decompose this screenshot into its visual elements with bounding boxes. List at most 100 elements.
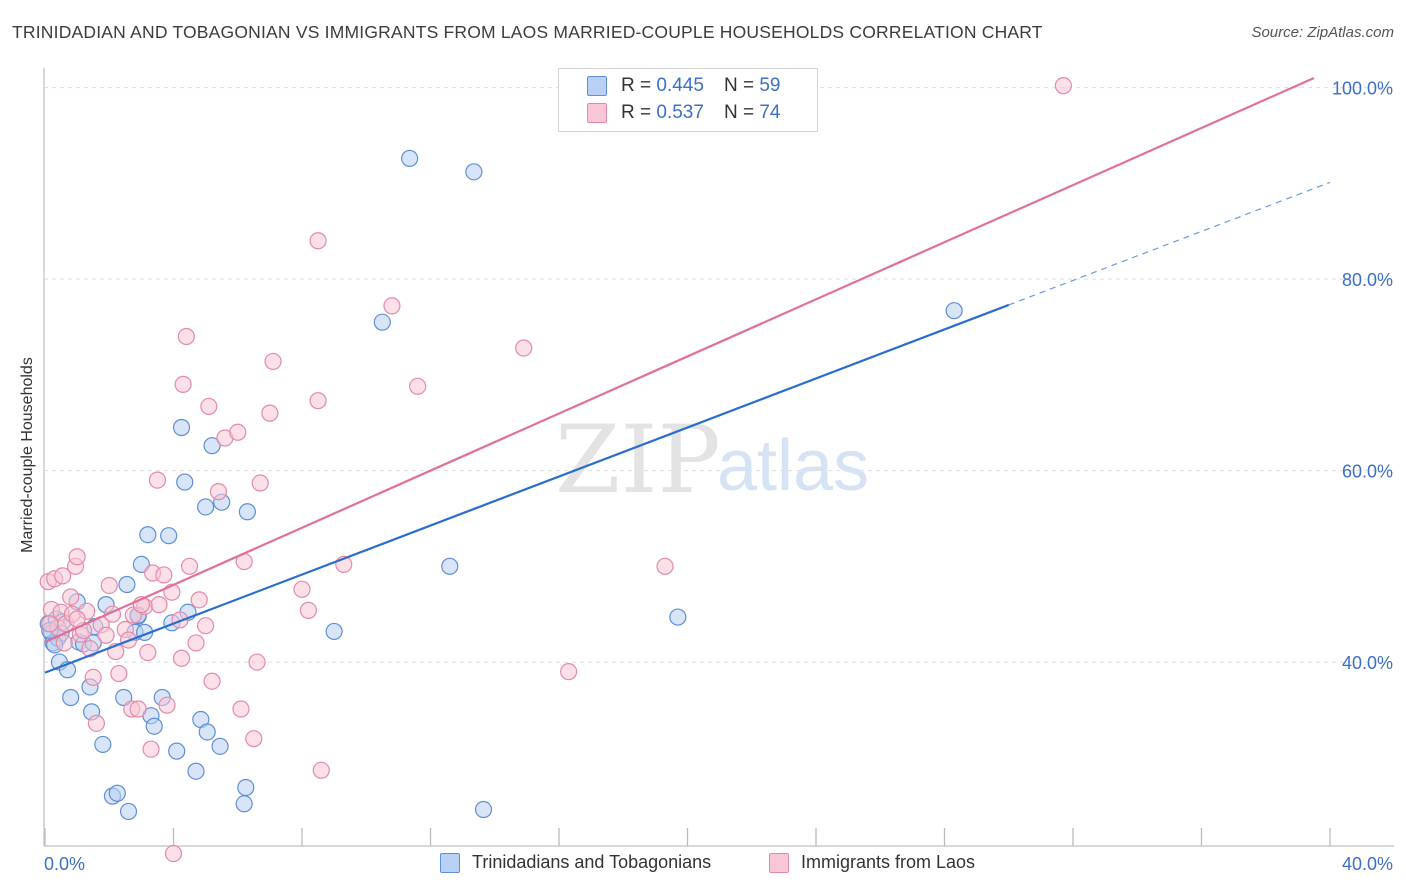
point-laos — [155, 566, 173, 584]
point-laos — [84, 668, 102, 686]
legend-item-laos[interactable]: Immigrants from Laos — [769, 852, 975, 873]
point-laos — [656, 557, 674, 575]
point-trinidadians — [669, 608, 687, 626]
point-trinidadians — [118, 575, 136, 594]
point-trinidadians — [401, 149, 419, 168]
y-tick-label: 40.0% — [1342, 653, 1393, 673]
point-laos — [251, 474, 269, 492]
legend-swatch-blue — [587, 76, 607, 96]
legend-n-label: N = — [723, 102, 755, 123]
point-laos — [245, 730, 263, 748]
point-trinidadians — [119, 802, 138, 821]
point-laos — [293, 580, 311, 598]
point-laos — [261, 404, 279, 422]
point-laos — [177, 327, 195, 346]
point-laos — [148, 471, 167, 489]
point-laos — [299, 601, 318, 619]
point-laos — [110, 664, 128, 683]
point-trinidadians — [172, 418, 191, 437]
point-laos — [187, 634, 205, 652]
point-laos — [150, 596, 168, 614]
stats-legend: R = 0.445 N = 59 R = 0.537 N = 74 — [558, 68, 818, 132]
tick-labels: 40.0% 60.0% 80.0% 100.0% 0.0% 40.0% — [44, 79, 1393, 874]
legend-n-value: 74 — [759, 102, 781, 123]
legend-n-value: 59 — [759, 75, 781, 96]
point-laos — [174, 375, 192, 393]
point-laos — [515, 339, 533, 357]
watermark-zip: ZIP — [555, 406, 721, 515]
point-laos — [409, 377, 427, 395]
legend-row-trinidadians: R = 0.445 N = 59 — [587, 74, 780, 98]
point-laos — [129, 700, 147, 718]
point-laos — [229, 423, 247, 441]
point-laos — [383, 297, 401, 315]
legend-swatch-pink — [587, 103, 607, 123]
point-trinidadians — [945, 302, 963, 320]
y-tick-label: 100.0% — [1332, 79, 1393, 99]
point-laos — [100, 576, 118, 595]
point-laos — [560, 663, 578, 681]
point-trinidadians — [176, 473, 194, 491]
series-laos-points — [39, 77, 1072, 863]
point-trinidadians — [62, 688, 80, 707]
point-laos — [142, 740, 160, 758]
point-trinidadians — [187, 762, 205, 780]
point-laos — [309, 232, 327, 250]
legend-r-value: 0.537 — [656, 102, 704, 123]
point-trinidadians — [168, 742, 186, 760]
point-trinidadians — [373, 313, 391, 331]
series-legend: Trinidadians and Tobagonians Immigrants … — [0, 850, 1406, 878]
legend-item-trinidadians[interactable]: Trinidadians and Tobagonians — [440, 852, 711, 873]
x-tick-label: 0.0% — [44, 854, 85, 874]
legend-row-laos: R = 0.537 N = 74 — [587, 101, 780, 125]
point-trinidadians — [235, 795, 253, 813]
point-trinidadians — [474, 800, 493, 819]
point-laos — [190, 591, 208, 609]
point-laos — [180, 557, 199, 575]
point-laos — [164, 844, 183, 863]
point-laos — [203, 672, 221, 690]
source-note: Source: ZipAtlas.com — [1251, 24, 1394, 41]
point-laos — [209, 483, 228, 501]
point-trinidadians — [139, 526, 157, 544]
point-laos — [171, 611, 189, 629]
point-laos — [197, 617, 215, 635]
point-laos — [97, 626, 115, 644]
point-laos — [1054, 77, 1072, 95]
point-trinidadians — [237, 778, 255, 797]
point-trinidadians — [211, 737, 229, 755]
legend-r-label: R = — [621, 75, 652, 96]
point-laos — [200, 397, 218, 416]
point-trinidadians — [238, 503, 256, 521]
point-laos — [87, 714, 106, 732]
legend-label-trinidadians: Trinidadians and Tobagonians — [472, 852, 712, 872]
point-trinidadians — [465, 163, 483, 181]
legend-n-label: N = — [723, 75, 755, 96]
legend-r-value: 0.445 — [656, 75, 704, 96]
watermark: ZIP atlas — [555, 406, 869, 515]
point-trinidadians — [145, 717, 163, 735]
axes — [43, 68, 1394, 847]
point-laos — [309, 392, 327, 410]
trendline-trinidadians — [44, 303, 1010, 674]
point-trinidadians — [198, 723, 216, 741]
point-trinidadians — [94, 735, 112, 754]
gridlines — [44, 87, 1394, 663]
point-laos — [68, 548, 86, 566]
point-trinidadians — [441, 557, 459, 575]
point-laos — [81, 640, 99, 658]
point-laos — [158, 696, 176, 714]
legend-swatch-pink — [769, 852, 789, 873]
point-laos — [172, 649, 191, 667]
point-trinidadians — [108, 784, 126, 802]
point-laos — [62, 588, 80, 606]
trendlines — [44, 76, 1331, 674]
point-laos — [312, 761, 330, 779]
point-laos — [54, 567, 72, 585]
point-laos — [55, 634, 73, 652]
point-laos — [248, 653, 266, 671]
x-tick-label: 40.0% — [1342, 854, 1393, 874]
y-tick-label: 80.0% — [1342, 270, 1393, 290]
point-laos — [139, 643, 157, 662]
